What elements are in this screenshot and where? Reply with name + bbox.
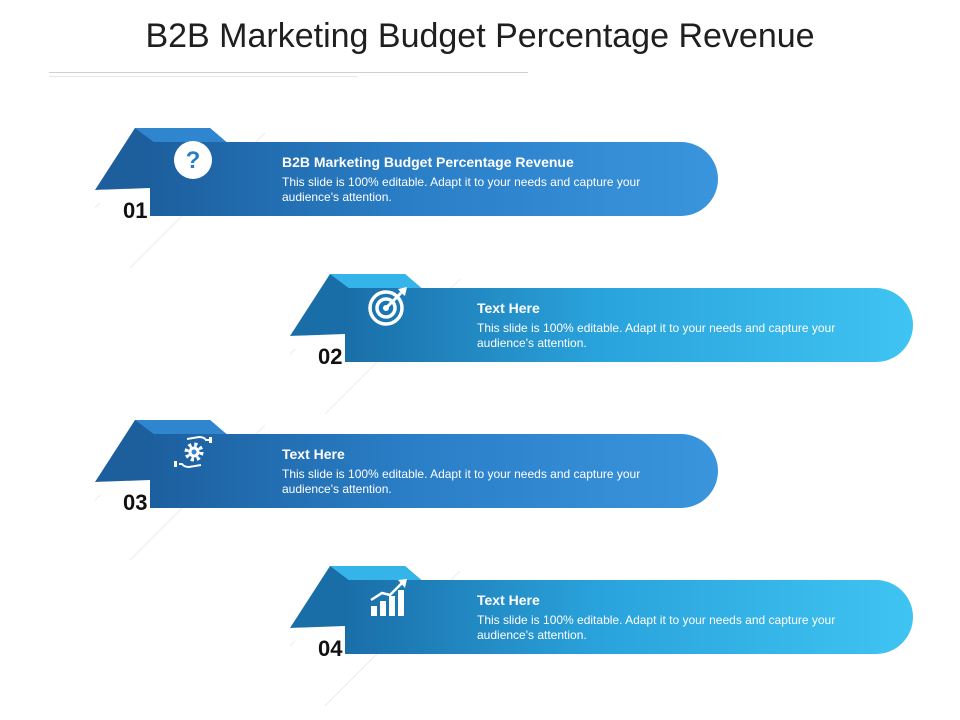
item-number: 02 — [318, 344, 343, 369]
growth-chart-icon — [370, 579, 407, 616]
item-number: 03 — [123, 490, 148, 515]
title-divider — [49, 72, 528, 73]
item-bar — [345, 288, 913, 362]
item-heading: Text Here — [477, 592, 540, 608]
gear-hands-icon — [174, 435, 212, 469]
item-heading: Text Here — [282, 446, 345, 462]
item-description: This slide is 100% editable. Adapt it to… — [477, 321, 836, 350]
target-icon — [368, 287, 407, 326]
item-bar — [150, 142, 718, 216]
item-bar — [345, 580, 913, 654]
svg-text:?: ? — [186, 147, 201, 174]
item-description: This slide is 100% editable. Adapt it to… — [282, 467, 641, 496]
list-item-01: ? 01 B2B Marketing Budget Percentage Rev… — [95, 128, 735, 268]
question-icon: ? — [174, 141, 212, 179]
item-number: 01 — [123, 198, 148, 223]
item-description: This slide is 100% editable. Adapt it to… — [477, 613, 836, 642]
list-item-04: 04 Text Here This slide is 100% editable… — [290, 566, 930, 706]
item-heading: Text Here — [477, 300, 540, 316]
item-description: This slide is 100% editable. Adapt it to… — [282, 175, 641, 204]
slide-title: B2B Marketing Budget Percentage Revenue — [145, 17, 815, 55]
list-item-03: 03 Text Here This slide is 100% editable… — [95, 420, 735, 560]
title-divider-secondary — [49, 76, 358, 77]
item-heading: B2B Marketing Budget Percentage Revenue — [282, 154, 574, 170]
item-number: 04 — [318, 636, 343, 661]
item-bar — [150, 434, 718, 508]
list-item-02: 02 Text Here This slide is 100% editable… — [290, 274, 930, 414]
